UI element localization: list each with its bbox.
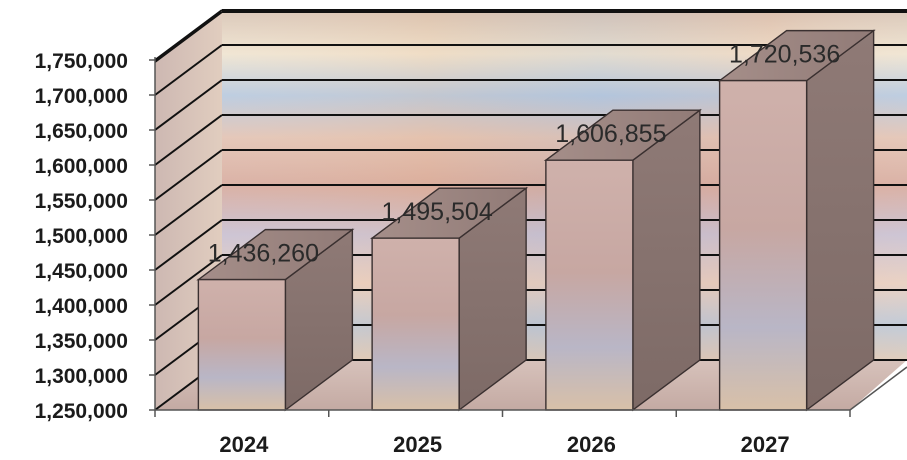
y-tick-label: 1,350,000 <box>35 330 128 353</box>
gridline-side <box>154 219 223 271</box>
x-tick-label: 2027 <box>741 432 790 457</box>
y-tick-label: 1,700,000 <box>35 85 128 108</box>
bars <box>196 29 876 412</box>
floor-right-edge <box>849 366 907 411</box>
side-wall-top-edge <box>154 11 223 63</box>
y-tick-label: 1,750,000 <box>35 50 128 73</box>
y-tick-label: 1,650,000 <box>35 120 128 143</box>
data-label: 1,720,536 <box>729 41 840 69</box>
gridline-side <box>154 184 223 236</box>
x-tick-label: 2026 <box>567 432 616 457</box>
bar-front-face <box>545 159 634 411</box>
data-labels: 1,436,260 1,495,504 1,606,855 1,720,536 <box>208 41 840 268</box>
bar-front-face <box>371 237 460 411</box>
y-tick-label: 1,300,000 <box>35 365 128 388</box>
gridline-side <box>154 254 223 306</box>
y-tick-label: 1,500,000 <box>35 225 128 248</box>
bar-2027 <box>717 29 876 412</box>
data-label: 1,606,855 <box>555 120 666 148</box>
bar-side-face <box>805 29 875 412</box>
gridline-side <box>154 44 223 96</box>
x-axis: 2024 2025 2026 2027 <box>154 366 907 457</box>
y-axis: 1,250,000 1,300,000 1,350,000 1,400,000 1,45… <box>35 50 156 423</box>
bar-front-face <box>718 79 808 411</box>
data-label: 1,495,504 <box>382 198 493 226</box>
data-label: 1,436,260 <box>208 240 319 268</box>
x-tick-label: 2025 <box>393 432 442 457</box>
y-tick-label: 1,550,000 <box>35 190 128 213</box>
gridline-side <box>154 114 223 166</box>
bar-front-face <box>197 278 287 411</box>
y-tick-label: 1,250,000 <box>35 400 128 423</box>
gridline-side <box>154 79 223 131</box>
gridline-side <box>154 149 223 201</box>
gridline-side <box>154 9 223 61</box>
y-tick-label: 1,400,000 <box>35 295 128 318</box>
bar-2024 <box>196 228 355 412</box>
y-tick-label: 1,450,000 <box>35 260 128 283</box>
y-tick-label: 1,600,000 <box>35 155 128 178</box>
x-tick-label: 2024 <box>219 432 269 457</box>
bar-2025 <box>370 186 529 412</box>
bar-side-face <box>632 108 701 412</box>
bar-2026 <box>543 108 702 412</box>
